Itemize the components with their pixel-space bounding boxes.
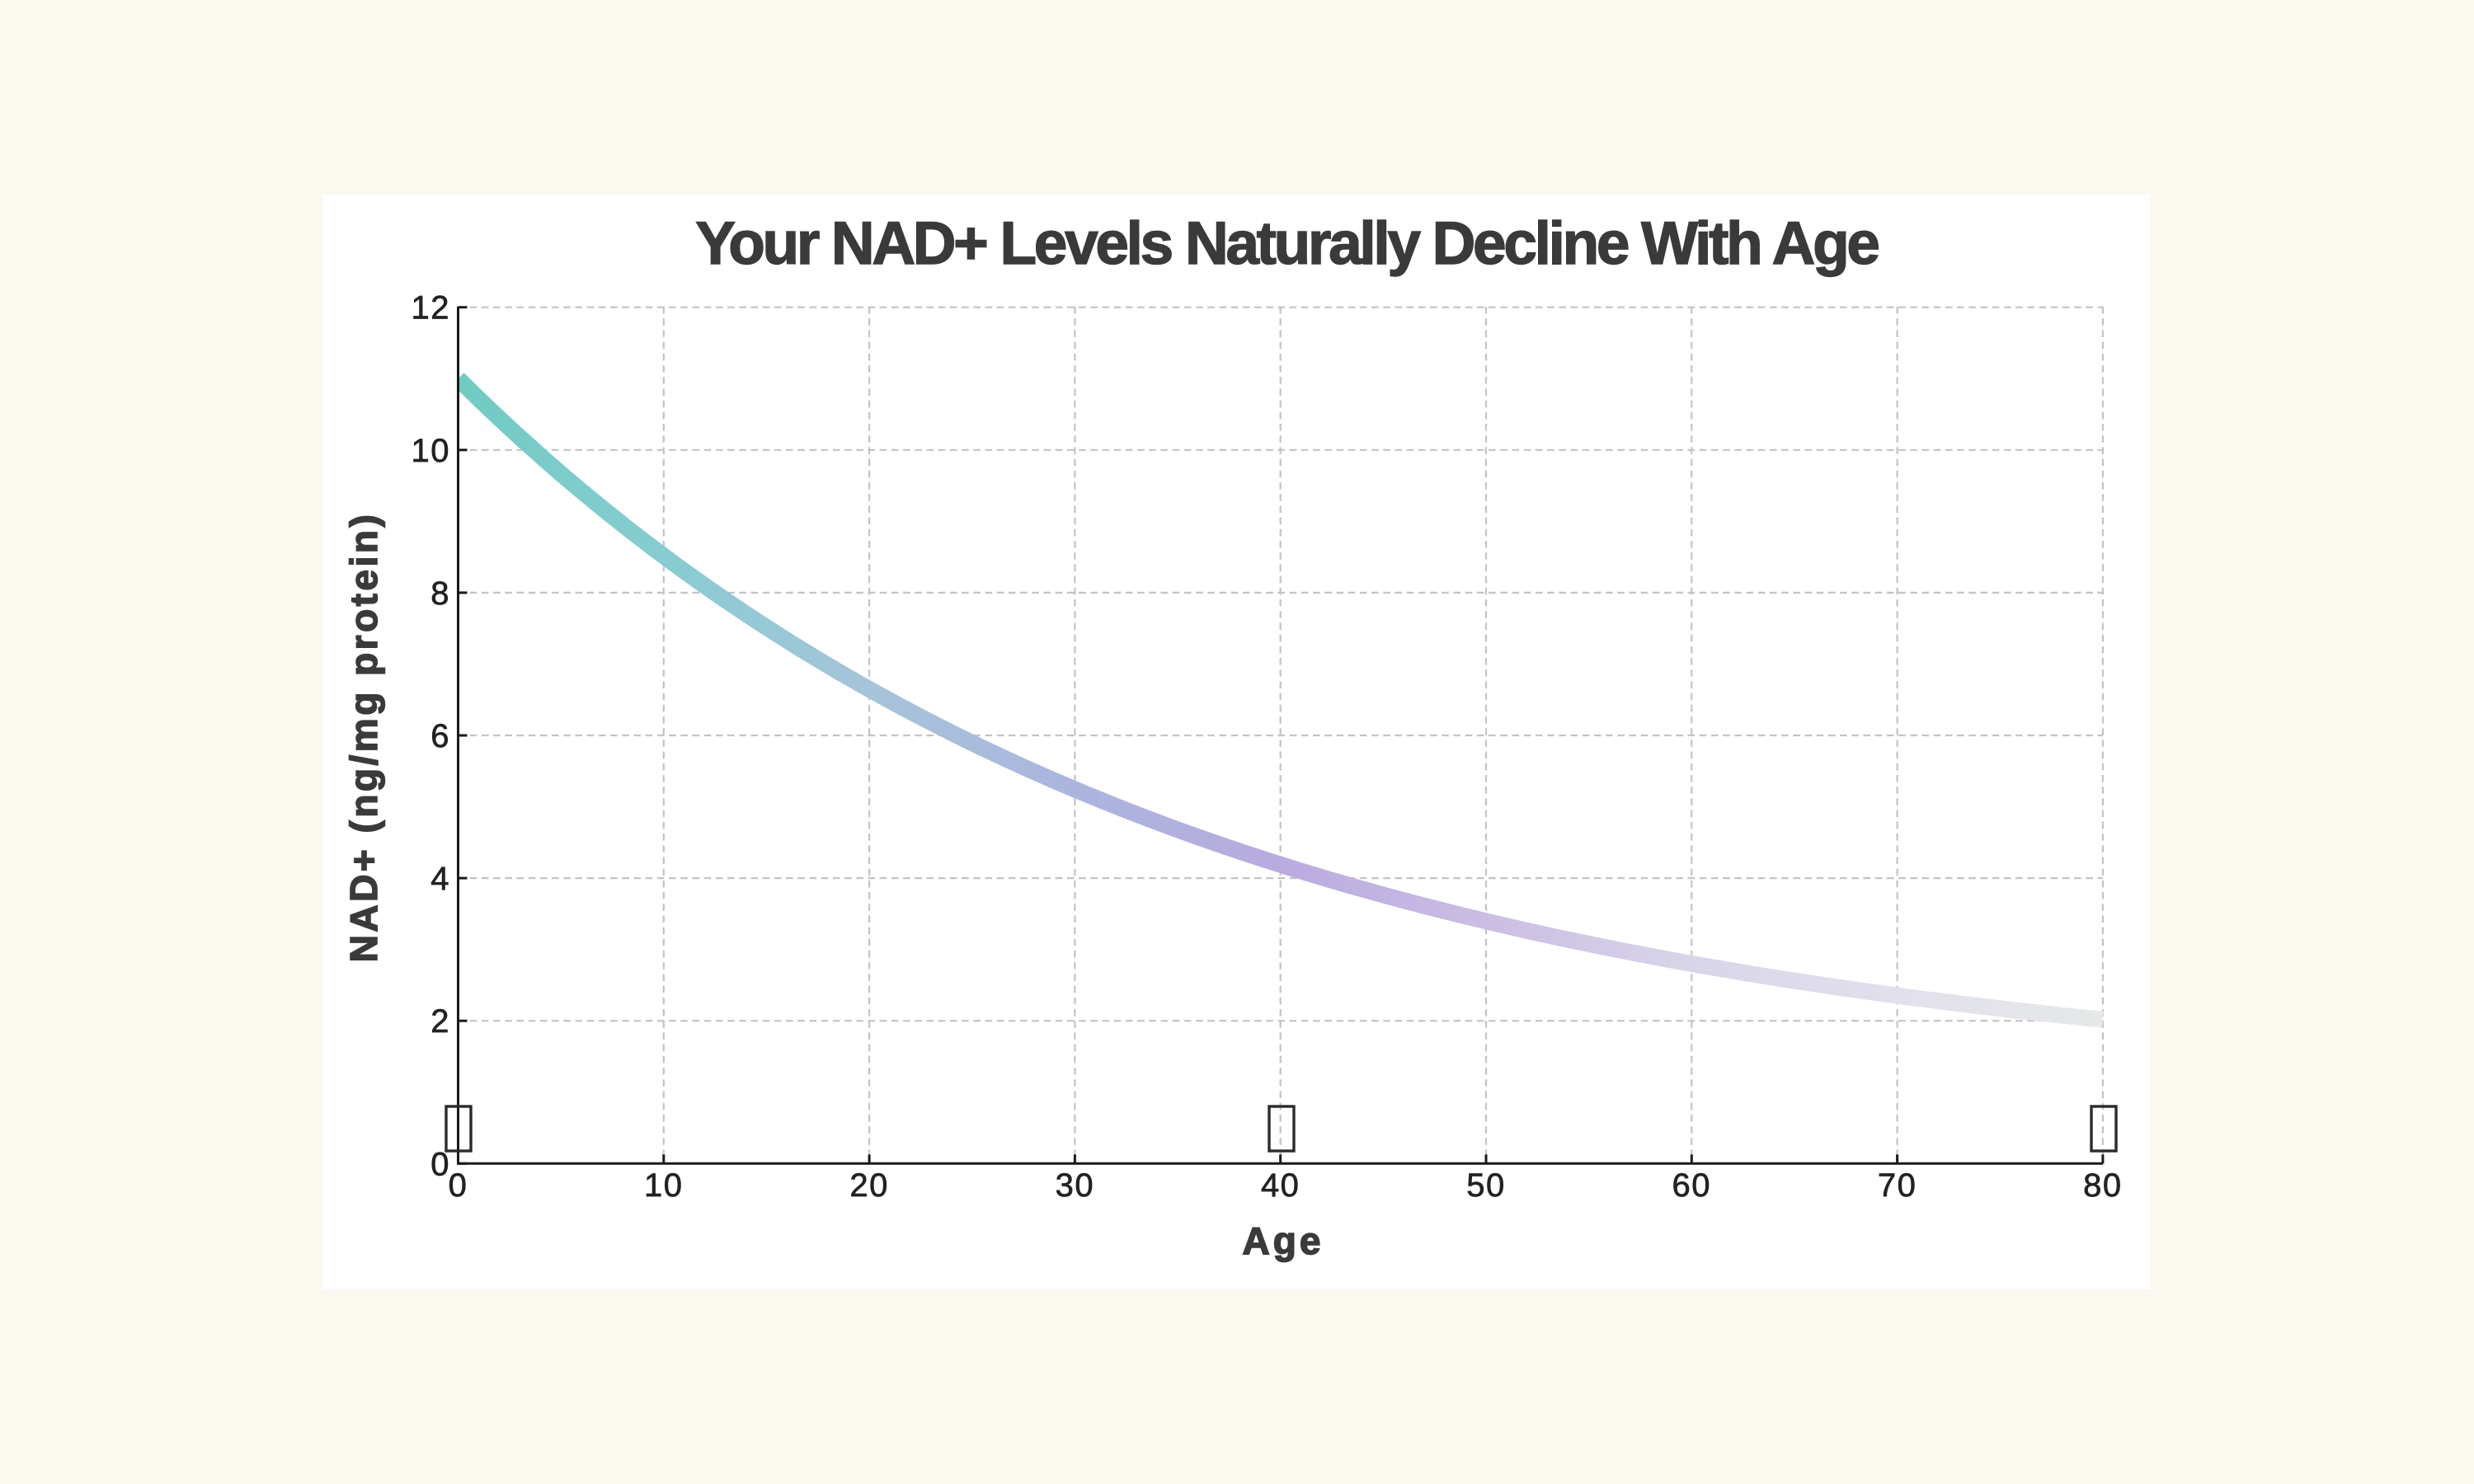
svg-text:12: 12: [412, 290, 451, 326]
svg-text:10: 10: [644, 1167, 684, 1204]
svg-text:NAD+ (ng/mg protein): NAD+ (ng/mg protein): [342, 512, 385, 963]
svg-text:30: 30: [1056, 1167, 1095, 1204]
svg-text:4: 4: [430, 861, 450, 897]
svg-text:6: 6: [430, 718, 450, 754]
svg-text:60: 60: [1672, 1167, 1712, 1204]
svg-text:2: 2: [430, 1003, 450, 1040]
svg-text:0: 0: [430, 1146, 450, 1182]
svg-text:Your NAD+ Levels Naturally Dec: Your NAD+ Levels Naturally Decline With …: [695, 210, 1879, 277]
svg-text:50: 50: [1466, 1167, 1506, 1204]
svg-text:8: 8: [430, 575, 450, 612]
svg-text:80: 80: [2083, 1167, 2123, 1204]
svg-text:0: 0: [449, 1167, 468, 1204]
svg-text:10: 10: [412, 433, 451, 469]
svg-text:70: 70: [1878, 1167, 1917, 1204]
svg-text:20: 20: [849, 1167, 889, 1204]
svg-text:40: 40: [1261, 1167, 1300, 1204]
svg-text:Age: Age: [1243, 1219, 1324, 1262]
